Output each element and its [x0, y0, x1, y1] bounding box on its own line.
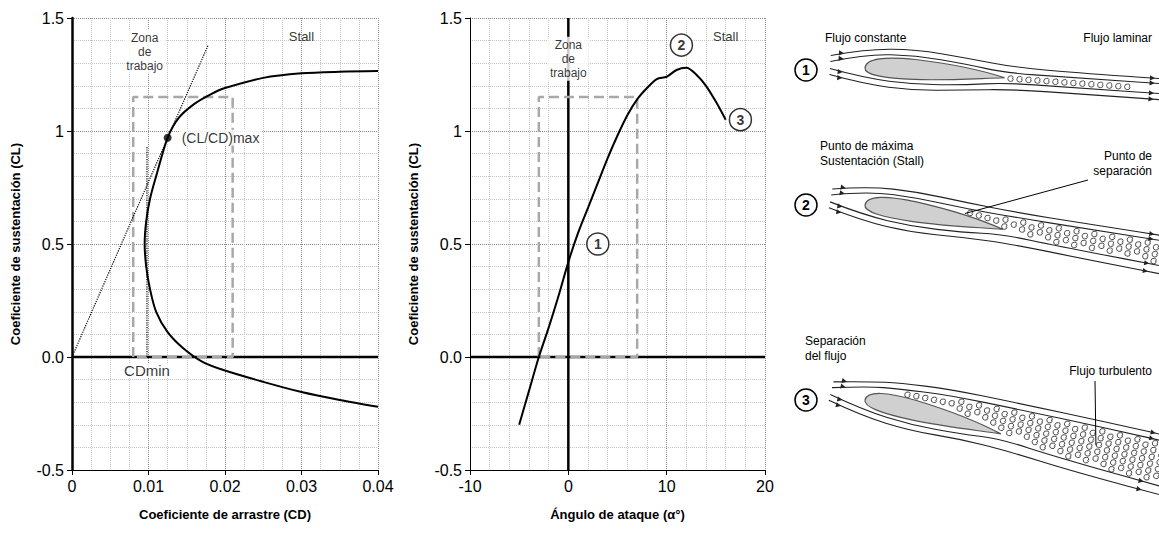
svg-text:de: de — [138, 45, 152, 59]
svg-text:trabajo: trabajo — [550, 66, 587, 80]
svg-text:3: 3 — [802, 392, 810, 408]
svg-text:Coeficiente de sustentación (C: Coeficiente de sustentación (CL) — [8, 143, 23, 345]
svg-text:Coeficiente de arrastre (CD): Coeficiente de arrastre (CD) — [139, 507, 311, 522]
svg-text:Ángulo de ataque (α°): Ángulo de ataque (α°) — [550, 507, 685, 522]
svg-text:0: 0 — [68, 478, 77, 495]
svg-text:1.5: 1.5 — [42, 10, 64, 27]
svg-text:separación: separación — [1093, 164, 1152, 178]
svg-text:-10: -10 — [458, 478, 481, 495]
svg-text:Stall: Stall — [713, 29, 738, 44]
svg-text:Zona: Zona — [131, 31, 159, 45]
svg-text:0.5: 0.5 — [42, 236, 64, 253]
svg-text:10: 10 — [658, 478, 676, 495]
svg-text:del flujo: del flujo — [805, 349, 847, 363]
svg-text:1.5: 1.5 — [440, 10, 462, 27]
svg-text:Flujo laminar: Flujo laminar — [1083, 31, 1152, 45]
svg-text:0.03: 0.03 — [286, 478, 317, 495]
svg-text:1: 1 — [802, 62, 810, 78]
svg-text:CDmin: CDmin — [124, 362, 170, 379]
svg-text:1: 1 — [55, 123, 64, 140]
svg-text:Flujo turbulento: Flujo turbulento — [1069, 364, 1152, 378]
svg-text:3: 3 — [737, 112, 745, 128]
svg-text:Sustentación (Stall): Sustentación (Stall) — [820, 154, 924, 168]
svg-text:Punto de máxima: Punto de máxima — [820, 139, 914, 153]
svg-text:-0.5: -0.5 — [36, 462, 64, 479]
svg-text:Coeficiente de sustentación (C: Coeficiente de sustentación (CL) — [406, 143, 421, 345]
svg-text:(CL/CD)max: (CL/CD)max — [182, 130, 260, 146]
svg-text:Stall: Stall — [289, 29, 314, 44]
svg-text:de: de — [562, 52, 576, 66]
svg-text:0.5: 0.5 — [440, 236, 462, 253]
svg-text:trabajo: trabajo — [126, 59, 163, 73]
svg-text:20: 20 — [756, 478, 774, 495]
svg-text:Zona: Zona — [555, 38, 583, 52]
svg-text:Flujo constante: Flujo constante — [825, 31, 907, 45]
svg-text:2: 2 — [678, 37, 686, 53]
svg-text:1: 1 — [594, 236, 602, 252]
svg-text:0.02: 0.02 — [209, 478, 240, 495]
svg-text:0.04: 0.04 — [362, 478, 393, 495]
svg-text:0.0: 0.0 — [440, 349, 462, 366]
svg-text:0.01: 0.01 — [133, 478, 164, 495]
svg-text:Separación: Separación — [805, 334, 866, 348]
svg-text:0.0: 0.0 — [42, 349, 64, 366]
svg-text:-0.5: -0.5 — [434, 462, 462, 479]
svg-text:0: 0 — [564, 478, 573, 495]
svg-text:2: 2 — [802, 197, 810, 213]
svg-text:1: 1 — [453, 123, 462, 140]
svg-text:Punto de: Punto de — [1104, 149, 1152, 163]
